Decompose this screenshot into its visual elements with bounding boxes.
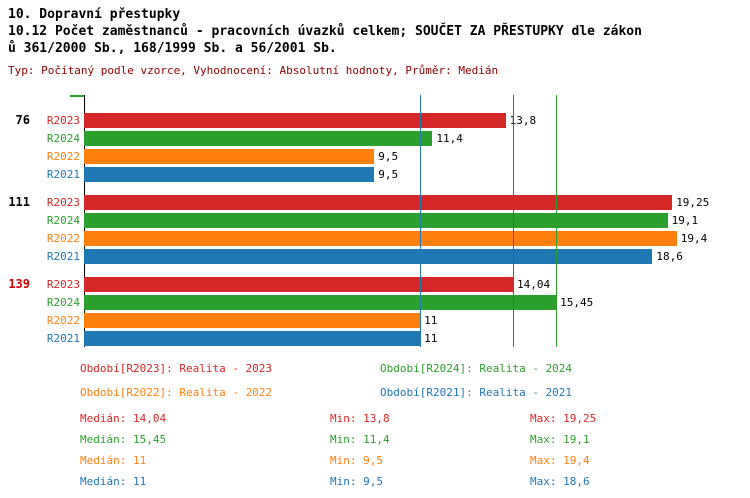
bar-row: R2024 11,4 bbox=[0, 129, 709, 147]
chart-subtitle-line1: 10.12 Počet zaměstnanců - pracovních úva… bbox=[8, 24, 642, 39]
series-label: R2023 bbox=[46, 113, 80, 127]
group-id-label: 111 bbox=[8, 195, 30, 209]
bar-row: R2023 13,8 bbox=[0, 111, 709, 129]
series-label: R2022 bbox=[46, 231, 80, 245]
bar-value-label: 11 bbox=[424, 313, 438, 327]
bar-row: R2024 19,1 bbox=[0, 211, 709, 229]
bar-row: R2021 9,5 bbox=[0, 165, 709, 183]
bar-value-label: 14,04 bbox=[517, 277, 551, 291]
bar-r2023 bbox=[84, 112, 506, 128]
bar-row: R2022 19,4 bbox=[0, 229, 709, 247]
bar-row: R2022 9,5 bbox=[0, 147, 709, 165]
median-line-r2021 bbox=[420, 95, 422, 347]
bar-r2023 bbox=[84, 194, 673, 210]
bar-row: R2023 14,04 bbox=[0, 275, 709, 293]
chart-subtitle-line2: ů 361/2000 Sb., 168/1999 Sb. a 56/2001 S… bbox=[8, 41, 337, 56]
bar-r2021 bbox=[84, 166, 375, 182]
bar-r2021 bbox=[84, 248, 653, 264]
series-label: R2022 bbox=[46, 313, 80, 327]
bar-value-label: 19,4 bbox=[680, 231, 708, 245]
series-label: R2022 bbox=[46, 149, 80, 163]
stat-median: Medián: 11 bbox=[80, 454, 147, 467]
bar-value-label: 19,1 bbox=[671, 213, 699, 227]
stat-max: Max: 19,25 bbox=[530, 412, 597, 425]
bar-value-label: 15,45 bbox=[560, 295, 594, 309]
stat-median: Medián: 11 bbox=[80, 475, 147, 488]
legend: Období[R2023]: Realita - 2023 Období[R20… bbox=[80, 362, 572, 400]
plot-area: R2023 13,8 R2024 11,4 R2022 9,5 R2021 9,5 R2023 1… bbox=[0, 95, 750, 347]
bar-row: R2023 19,25 bbox=[0, 193, 709, 211]
stats-table: Medián: 14,04 Min: 13,8 Max: 19,25 Mediá… bbox=[80, 412, 596, 489]
bar-r2022 bbox=[84, 312, 421, 328]
bar-value-label: 13,8 bbox=[509, 113, 537, 127]
chart-header: 10. Dopravní přestupky 10.12 Počet zaměs… bbox=[8, 6, 642, 78]
legend-item: Období[R2024]: Realita - 2024 bbox=[380, 362, 573, 375]
bar-r2021 bbox=[84, 330, 421, 346]
stat-min: Min: 9,5 bbox=[330, 454, 383, 467]
stat-max: Max: 19,4 bbox=[530, 454, 590, 467]
bar-group: R2023 14,04 R2024 15,45 R2022 11 R2021 11 bbox=[0, 275, 709, 347]
bar-value-label: 18,6 bbox=[656, 249, 683, 263]
median-line-r2024 bbox=[556, 95, 558, 347]
bar-r2024 bbox=[84, 212, 668, 228]
bar-r2022 bbox=[84, 148, 375, 164]
legend-item: Období[R2023]: Realita - 2023 bbox=[80, 362, 273, 375]
bar-group: R2023 19,25 R2024 19,1 R2022 19,4 R2021 18,6 bbox=[0, 193, 709, 265]
bar-row: R2021 11 bbox=[0, 329, 709, 347]
bar-row: R2022 11 bbox=[0, 311, 709, 329]
bar-groups: R2023 13,8 R2024 11,4 R2022 9,5 R2021 9,5 R2023 1… bbox=[0, 111, 709, 357]
bar-r2023 bbox=[84, 276, 513, 292]
chart-meta: Typ: Počítaný podle vzorce, Vyhodnocení:… bbox=[8, 64, 499, 77]
series-label: R2024 bbox=[46, 213, 80, 227]
stat-max: Max: 18,6 bbox=[530, 475, 590, 488]
stat-median: Medián: 15,45 bbox=[80, 433, 167, 446]
bar-value-label: 11 bbox=[424, 331, 438, 345]
stat-min: Min: 13,8 bbox=[330, 412, 390, 425]
group-id-label: 139 bbox=[8, 277, 30, 291]
bar-r2024 bbox=[84, 130, 433, 146]
legend-item: Období[R2021]: Realita - 2021 bbox=[380, 386, 573, 399]
series-label: R2024 bbox=[46, 131, 80, 145]
series-label: R2021 bbox=[46, 331, 80, 345]
bar-value-label: 19,25 bbox=[676, 195, 710, 209]
series-label: R2021 bbox=[46, 167, 80, 181]
series-label: R2023 bbox=[46, 195, 80, 209]
stat-min: Min: 11,4 bbox=[330, 433, 390, 446]
bar-row: R2021 18,6 bbox=[0, 247, 709, 265]
bar-group: R2023 13,8 R2024 11,4 R2022 9,5 R2021 9,5 bbox=[0, 111, 709, 183]
series-label: R2021 bbox=[46, 249, 80, 263]
bar-value-label: 9,5 bbox=[378, 167, 399, 181]
bar-value-label: 11,4 bbox=[436, 131, 463, 145]
bar-r2024 bbox=[84, 294, 557, 310]
series-label: R2023 bbox=[46, 277, 80, 291]
chart-title: 10. Dopravní přestupky bbox=[8, 7, 181, 22]
stat-max: Max: 19,1 bbox=[530, 433, 590, 446]
axis-top-tick bbox=[70, 95, 84, 97]
stat-min: Min: 9,5 bbox=[330, 475, 383, 488]
legend-item: Období[R2022]: Realita - 2022 bbox=[80, 386, 273, 399]
series-label: R2024 bbox=[46, 295, 80, 309]
bar-r2022 bbox=[84, 230, 677, 246]
bar-row: R2024 15,45 bbox=[0, 293, 709, 311]
median-line-r2023 bbox=[513, 95, 514, 347]
stat-median: Medián: 14,04 bbox=[80, 412, 167, 425]
bar-value-label: 9,5 bbox=[378, 149, 399, 163]
group-id-label: 76 bbox=[15, 113, 30, 127]
